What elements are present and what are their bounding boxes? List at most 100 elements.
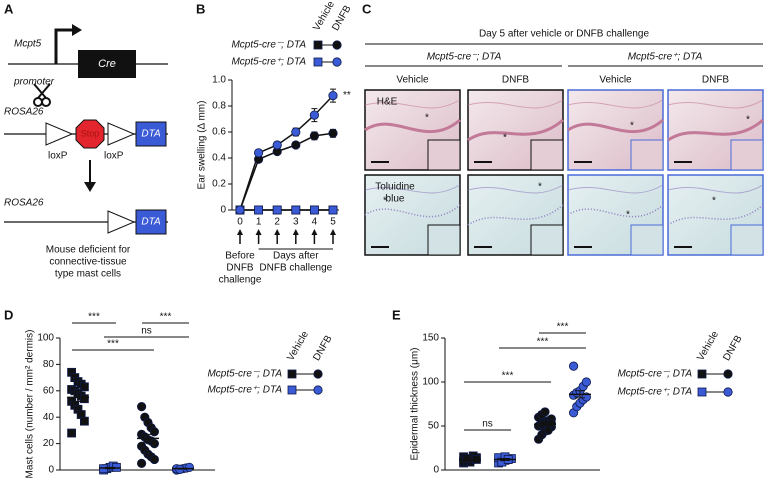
asterisk: * <box>503 133 507 144</box>
tissue-layer <box>667 118 764 142</box>
legend-label: Mcpt5-cre⁻; DTA <box>617 369 692 380</box>
marker <box>272 205 282 215</box>
significance-label: *** <box>557 322 569 333</box>
y-tick-label: 150 <box>422 333 439 344</box>
x-note: DNFB <box>226 263 254 274</box>
locus-label: ROSA26 <box>4 198 44 209</box>
caption: type mast cells <box>55 269 121 280</box>
loxp-site <box>107 210 136 234</box>
marker <box>67 428 76 438</box>
row-label: blue <box>386 194 405 205</box>
marker <box>272 140 282 150</box>
column-label: DNFB <box>502 75 530 86</box>
column-label: Vehicle <box>599 75 632 86</box>
series-line <box>239 132 334 211</box>
inset <box>427 224 461 256</box>
tissue-layer <box>364 99 461 109</box>
error-bar <box>540 421 550 427</box>
arrow-head <box>311 229 318 235</box>
marker <box>568 361 579 371</box>
error-bar <box>178 467 188 470</box>
locus-label: ROSA26 <box>4 107 44 118</box>
arrow-head <box>274 229 281 235</box>
marker <box>328 128 338 138</box>
marker <box>149 427 159 437</box>
legend-label: Mcpt5-cre⁻; DTA <box>231 40 306 51</box>
y-axis-label: Mast cells (number / mm² dermis) <box>25 330 36 479</box>
diagram: Mcpt5 Cre promoter ROSA26 Stop DTA loxP … <box>4 24 168 280</box>
arrow-head <box>255 229 262 235</box>
marker <box>254 205 264 215</box>
histology-panel: Vehicle DNFB Vehicle DNFB * * * * * * * * H&E Toluidi… <box>364 75 764 256</box>
x-note: DNFB challenge <box>259 263 332 274</box>
inset <box>427 139 461 171</box>
cre-label: Cre <box>98 58 116 70</box>
arrow-head <box>84 182 96 192</box>
loxp-site <box>107 122 136 146</box>
significance-label: *** <box>88 312 100 323</box>
stop-cassette <box>75 119 105 149</box>
marker <box>309 131 319 141</box>
x-tick-label: 4 <box>312 217 318 228</box>
tissue-layer <box>467 184 564 194</box>
column-label: DNFB <box>702 75 730 86</box>
legend-header: Vehicle <box>695 329 721 363</box>
marker <box>291 205 301 215</box>
panel-label: E <box>392 307 401 322</box>
legend-symbol <box>313 385 323 395</box>
asterisk: * <box>425 113 429 124</box>
tissue-layer <box>364 118 461 133</box>
panel-label: D <box>4 307 13 322</box>
legend-label: Mcpt5-cre⁻; DTA <box>207 369 282 380</box>
row-label: H&E <box>377 97 398 108</box>
x-tick-label: 5 <box>330 217 336 228</box>
marker <box>137 458 147 468</box>
dta-box <box>135 209 167 235</box>
panel-label: B <box>196 1 205 16</box>
panel-label: C <box>362 1 372 16</box>
arrow-head <box>237 229 243 235</box>
y-tick-label: 40 <box>43 412 55 423</box>
x-tick-label: 3 <box>293 217 299 228</box>
legend-symbol <box>723 387 733 397</box>
dta-label: DTA <box>141 217 161 228</box>
y-tick-label: 60 <box>43 385 55 396</box>
promoter-arrow <box>54 28 74 64</box>
tissue-layer <box>467 99 564 109</box>
legend-symbol <box>723 369 733 379</box>
series-line <box>239 95 334 211</box>
row-label: Toluidine <box>375 182 415 193</box>
caption: connective-tissue <box>49 257 127 268</box>
error-bar <box>575 390 585 399</box>
group-label: Mcpt5-cre⁻; DTA <box>427 52 502 63</box>
inset <box>630 224 664 256</box>
loxp-label: loxP <box>48 151 68 162</box>
significance-label: *** <box>537 337 549 348</box>
marker <box>235 205 245 215</box>
x-note: challenge <box>219 275 262 286</box>
gene-label: Mcpt5 <box>14 39 42 50</box>
error-bar <box>500 458 510 461</box>
arrow-head <box>330 229 336 235</box>
marker <box>184 462 194 472</box>
asterisk: * <box>538 182 542 193</box>
legend-symbol <box>697 369 707 379</box>
y-axis-label: Epidermal thickness (μm) <box>410 347 421 460</box>
legend-symbol <box>313 40 323 50</box>
tissue-layer <box>667 184 764 194</box>
legend-symbol <box>332 57 342 67</box>
x-note: Days after <box>273 251 319 262</box>
x-tick-label: 1 <box>256 217 262 228</box>
marker <box>254 148 264 158</box>
legend-symbol <box>697 387 707 397</box>
marker <box>80 394 89 404</box>
stop-label: Stop <box>81 128 100 138</box>
group-label: Mcpt5-cre⁺; DTA <box>628 52 703 63</box>
legend-label: Mcpt5-cre⁺; DTA <box>207 385 282 396</box>
marker <box>546 418 557 428</box>
inset <box>530 224 564 256</box>
significance-label: *** <box>502 371 514 382</box>
y-tick-label: 50 <box>428 421 440 432</box>
inset <box>630 139 664 171</box>
loxp-label: loxP <box>104 151 124 162</box>
